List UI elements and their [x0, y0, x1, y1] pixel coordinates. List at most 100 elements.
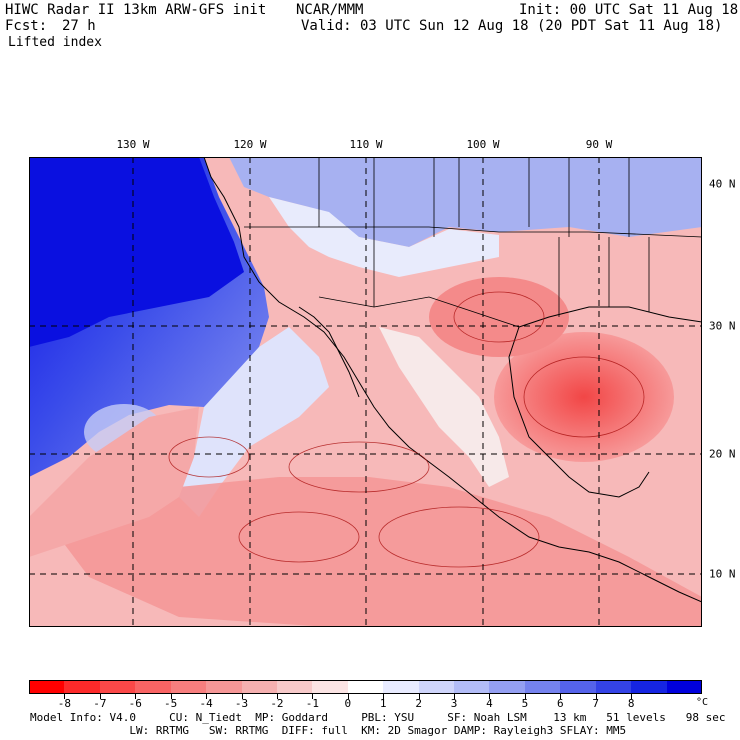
map-frame	[29, 157, 702, 627]
colorbar-tick	[64, 694, 66, 699]
diff-scheme: DIFF: full	[281, 724, 348, 737]
colorbar-swatch	[241, 680, 277, 694]
colorbar-unit: °C	[695, 697, 709, 708]
colorbar-swatch	[595, 680, 632, 694]
pacific-south-red	[29, 407, 199, 557]
colorbar-tick	[560, 694, 562, 699]
lon-label: 100 W	[466, 138, 500, 151]
grid-spacing: 13 km	[553, 711, 587, 724]
cu-scheme: CU: N_Tiedt	[169, 711, 242, 724]
colorbar-tick-label: -6	[128, 697, 142, 710]
sf-scheme: SF: Noah LSM	[447, 711, 527, 724]
colorbar-swatch	[666, 680, 703, 694]
colorbar-swatch	[135, 680, 171, 694]
valid-time: Valid: 03 UTC Sun 12 Aug 18 (20 PDT Sat …	[301, 18, 723, 34]
lon-label: 120 W	[233, 138, 267, 151]
forecast-label: Fcst:	[5, 18, 48, 34]
lon-label: 130 W	[116, 138, 150, 151]
colorbar-tick-label: 5	[521, 697, 529, 710]
colorbar-tick-label: -8	[57, 697, 72, 710]
footer-line-2: LW: RRTMG SW: RRTMG DIFF: full KM: 2D Sm…	[30, 725, 626, 737]
colorbar-swatch	[29, 680, 65, 694]
colorbar-tick	[241, 694, 243, 699]
colorbar-tick-label: 3	[450, 697, 458, 710]
south-unstable-band	[59, 477, 702, 627]
colorbar-swatch	[383, 680, 419, 694]
colorbar-tick-label: -1	[305, 697, 319, 710]
mp-scheme: MP: Goddard	[255, 711, 329, 724]
km-scheme: KM: 2D Smagor	[361, 724, 448, 737]
footer-line-1: Model Info: V4.0 CU: N_Tiedt MP: Goddard…	[30, 712, 726, 724]
pbl-scheme: PBL: YSU	[361, 711, 415, 724]
colorbar-tick	[135, 694, 137, 699]
north-interior-blue	[229, 157, 702, 247]
graticule	[29, 157, 702, 627]
lw-scheme: LW: RRTMG	[129, 724, 189, 737]
colorbar-tick	[312, 694, 314, 699]
colorbar-tick-label: 6	[557, 697, 564, 710]
colorbar-tick	[347, 694, 349, 699]
colorbar-swatch	[312, 680, 348, 694]
colorbar-tick-label: 7	[592, 697, 600, 710]
colorbar-tick	[206, 694, 208, 699]
colorbar-tick-label: 4	[486, 697, 493, 710]
colorbar-tick	[631, 694, 633, 699]
transition-band	[179, 327, 329, 517]
colorbar-tick-label: -5	[164, 697, 178, 710]
texas-unstable-core	[429, 277, 569, 357]
colorbar-tick-label: 8	[627, 697, 635, 710]
colorbar-tick-label: 2	[415, 697, 422, 710]
colorbar-tick-label: -4	[199, 697, 213, 710]
pacific-deep-blue	[29, 157, 244, 347]
lat-label: 20 N	[709, 447, 736, 461]
sw-scheme: SW: RRTMG	[208, 724, 269, 737]
colorbar-swatch	[206, 680, 242, 694]
colorbar-tick	[383, 694, 385, 699]
colorbar-tick-label: -2	[270, 697, 284, 710]
model-title: HIWC Radar II 13km ARW-GFS init	[5, 2, 267, 18]
field-name: Lifted index	[8, 35, 102, 50]
colorbar-tick	[595, 694, 597, 699]
gulf-unstable-core	[494, 332, 674, 462]
colorbar-tick	[276, 694, 278, 699]
mexico-plateau	[379, 327, 509, 487]
colorbar-swatch	[64, 680, 100, 694]
time-step: 98 sec	[685, 711, 726, 724]
political-borders	[244, 157, 702, 328]
colorbar-swatch	[489, 680, 525, 694]
damp-scheme: DAMP: Rayleigh3	[453, 724, 554, 737]
lifted-index-map	[29, 157, 702, 627]
sflay-scheme: SFLAY: MM5	[559, 724, 627, 737]
colorbar-swatch	[454, 680, 490, 694]
lon-label: 110 W	[349, 138, 383, 151]
colorbar-swatch	[99, 680, 136, 694]
colorbar	[29, 680, 703, 694]
lat-label: 10 N	[709, 567, 736, 581]
colorbar-swatch	[276, 680, 313, 694]
colorbar-tick-label: -3	[234, 697, 249, 710]
colorbar-tick	[170, 694, 172, 699]
vertical-levels: 51 levels	[606, 711, 666, 724]
contours	[168, 291, 645, 568]
colorbar-swatch	[524, 680, 561, 694]
forecast-hour: 27 h	[62, 18, 96, 34]
colorbar-swatch	[418, 680, 455, 694]
colorbar-swatch	[347, 680, 384, 694]
lat-label: 30 N	[709, 319, 736, 333]
colorbar-swatch	[560, 680, 596, 694]
lat-label: 40 N	[709, 177, 736, 191]
colorbar-tick-label: 1	[379, 697, 387, 710]
colorbar-frame	[29, 680, 702, 694]
lon-label: 90 W	[585, 138, 613, 151]
colorbar-swatch	[170, 680, 207, 694]
colorbar-tick	[524, 694, 526, 699]
model-info: Model Info: V4.0	[30, 711, 136, 724]
colorbar-tick-label: -7	[93, 697, 107, 710]
colorbar-tick	[418, 694, 420, 699]
org-label: NCAR/MMM	[296, 2, 364, 18]
colorbar-tick	[99, 694, 101, 699]
colorbar-tick	[489, 694, 491, 699]
colorbar-tick-label: 0	[344, 697, 352, 710]
colorbar-swatch	[631, 680, 667, 694]
colorbar-tick	[454, 694, 456, 699]
